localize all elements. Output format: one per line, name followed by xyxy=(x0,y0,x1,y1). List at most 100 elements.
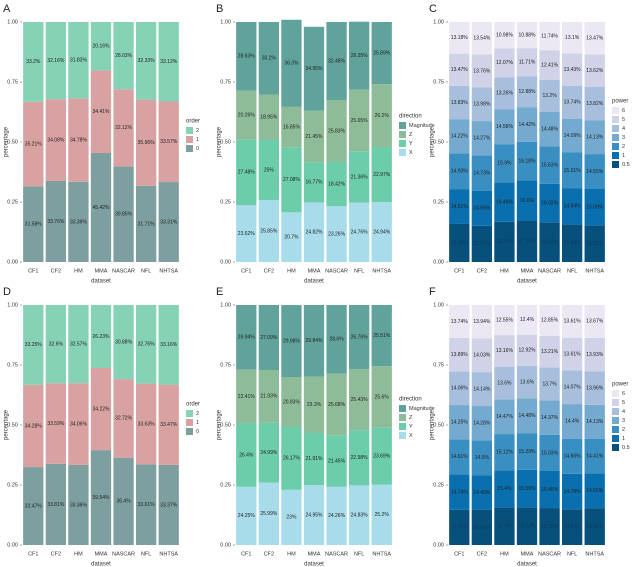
value-label: 16.77% xyxy=(306,180,324,186)
value-label: 32.16% xyxy=(47,58,65,64)
value-label: 23.69% xyxy=(373,453,391,459)
value-label: 12.88% xyxy=(519,89,537,95)
x-tick-label: NASCAR xyxy=(112,551,135,557)
value-label: 25.43% xyxy=(351,397,369,403)
bar-segment xyxy=(584,54,605,88)
panel-letter: B xyxy=(216,3,223,15)
value-label: 36.3% xyxy=(284,61,299,67)
value-label: 36.4% xyxy=(116,499,131,505)
bar-segment xyxy=(371,484,392,545)
value-label: 14.93% xyxy=(451,169,469,175)
value-label: 20.7% xyxy=(284,234,299,240)
value-label: 16.02% xyxy=(541,200,559,206)
value-label: 13.54% xyxy=(473,36,491,42)
legend-swatch xyxy=(612,444,619,451)
value-label: 15.7% xyxy=(497,523,512,529)
bar-segment xyxy=(449,85,470,120)
bar-segment xyxy=(471,155,493,191)
value-label: 12.55% xyxy=(496,317,514,323)
bar-segment xyxy=(561,188,583,225)
value-label: 13.74% xyxy=(451,319,469,325)
x-tick-label: HM xyxy=(500,268,509,274)
bar-segment xyxy=(494,335,515,367)
x-axis-title: dataset xyxy=(304,279,324,285)
value-label: 25.65% xyxy=(351,118,369,124)
value-label: 13.7% xyxy=(542,381,557,387)
value-label: 14.87% xyxy=(564,524,582,530)
bar-segment xyxy=(303,485,325,545)
value-label: 15.07% xyxy=(473,241,491,247)
value-label: 15.9% xyxy=(497,161,512,167)
bar-segment xyxy=(516,398,538,434)
bar-segment xyxy=(561,224,583,262)
value-label: 30.88% xyxy=(115,339,133,345)
bar-segment xyxy=(258,482,280,545)
bar-segment xyxy=(303,305,325,377)
bar-segment xyxy=(539,335,560,368)
value-label: 23.3% xyxy=(307,402,322,408)
value-label: 11.74% xyxy=(541,33,558,39)
bar-segment xyxy=(494,144,515,183)
x-tick-label: NFL xyxy=(567,551,577,557)
y-tick-label: 0.75 xyxy=(7,79,18,85)
bar-segment xyxy=(471,305,493,339)
y-tick-label: 0.25 xyxy=(433,482,444,488)
bar-segment xyxy=(449,22,470,54)
bar-segment xyxy=(303,26,325,111)
bar-segment xyxy=(449,405,470,440)
value-label: 34.06% xyxy=(70,421,88,427)
bar-segment xyxy=(539,183,560,223)
value-label: 13.82% xyxy=(586,101,604,107)
value-label: 25.85% xyxy=(260,228,278,234)
bar-segment xyxy=(303,376,325,433)
value-label: 20.16% xyxy=(93,44,111,50)
value-label: 15.86% xyxy=(451,240,469,246)
bar-segment xyxy=(236,90,257,140)
bar-segment xyxy=(539,400,560,435)
bar-segment xyxy=(158,305,179,385)
legend-title: order xyxy=(186,119,200,125)
x-tick-label: NHTSA xyxy=(585,268,604,274)
bar-segment xyxy=(516,22,538,49)
value-label: 10.88% xyxy=(519,32,537,38)
bar-segment xyxy=(113,379,134,458)
value-label: 21.45% xyxy=(328,458,346,464)
legend-label: 0 xyxy=(196,146,199,152)
panel-letter: C xyxy=(429,3,437,15)
value-label: 23.62% xyxy=(238,231,256,237)
y-tick-label: 0.00 xyxy=(433,542,444,548)
y-tick-label: 0.50 xyxy=(433,139,444,145)
bar-segment xyxy=(281,212,302,262)
value-label: 14.4% xyxy=(565,419,580,425)
value-label: 33.57% xyxy=(160,139,178,145)
bar-segment xyxy=(68,305,89,384)
bar-segment xyxy=(539,111,560,147)
bar-segment xyxy=(326,373,347,436)
bar-segment xyxy=(449,371,470,406)
y-tick-label: 0.25 xyxy=(220,482,231,488)
bar-segment xyxy=(281,305,302,377)
bar-segment xyxy=(471,509,493,545)
bar-segment xyxy=(516,365,538,399)
value-label: 14.47% xyxy=(496,414,514,420)
bar-segment xyxy=(348,430,370,486)
value-label: 26.4% xyxy=(239,452,254,458)
x-axis-title: dataset xyxy=(517,279,537,285)
value-label: 14.42% xyxy=(519,122,537,128)
value-label: 14.28% xyxy=(473,421,491,427)
x-tick-label: MMA xyxy=(521,268,534,274)
bar-segment xyxy=(135,185,157,262)
bar-segment xyxy=(371,22,392,85)
value-label: 13.93% xyxy=(586,352,604,358)
x-axis-title: dataset xyxy=(91,562,111,567)
value-label: 13.61% xyxy=(564,351,582,357)
value-label: 14.48% xyxy=(519,413,537,419)
bar-segment xyxy=(258,22,280,95)
bar-segment xyxy=(326,435,347,487)
x-tick-label: HM xyxy=(500,551,509,557)
y-tick-label: 0.50 xyxy=(220,422,231,428)
value-label: 28.03% xyxy=(115,53,133,59)
bar-segment xyxy=(258,422,280,483)
bar-segment xyxy=(449,474,470,510)
value-label: 13.2% xyxy=(542,93,557,99)
